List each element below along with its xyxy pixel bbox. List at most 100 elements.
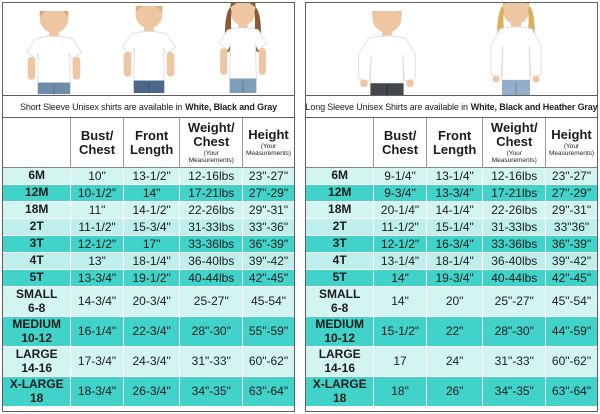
bust-chest-cell: 12-1/2" xyxy=(374,236,427,253)
weight-chest-cell: 17-21lbs xyxy=(180,185,244,202)
height-cell: 45-54" xyxy=(243,287,294,317)
photo-child-short-sleeve-icon xyxy=(121,6,176,94)
size-row-4t: 4T 13-1/4" 18-1/4" 36-40lbs 39"-42" xyxy=(306,253,597,270)
size-row-4t: 4T 13" 18-1/4" 36-40lbs 39"-42" xyxy=(3,253,294,270)
weight-chest-cell: 12-16lbs xyxy=(483,168,547,185)
bust-chest-cell: 14-3/4" xyxy=(71,287,124,317)
photo-toddler-short-sleeve-icon xyxy=(25,11,83,95)
front-length-cell: 16-3/4" xyxy=(426,236,484,253)
size-cell: X-LARGE 18 xyxy=(3,377,72,407)
size-row-2t: 2T 11-1/2" 15-3/4" 31-33lbs 33"-36" xyxy=(3,219,294,236)
height-cell: 42"-45" xyxy=(243,270,294,287)
front-length-cell: 15-1/4" xyxy=(426,219,484,236)
size-cell: 18M xyxy=(306,202,375,219)
front-length-cell: 26-3/4" xyxy=(123,377,181,407)
caption-text: Long Sleeve Unisex Shirts are available … xyxy=(306,101,468,112)
height-cell: 23"-27" xyxy=(546,168,597,185)
column-header-front-length: Front Length xyxy=(123,118,181,168)
column-header-height: Height (Your Measurements) xyxy=(243,118,294,168)
size-row-18m: 18M 20-1/4" 14-1/4" 22-26lbs 29"-31" xyxy=(306,202,597,219)
height-cell: 63"-64" xyxy=(546,377,597,407)
weight-chest-cell: 25"-27" xyxy=(483,287,547,317)
front-length-cell: 18-1/4" xyxy=(426,253,484,270)
bust-chest-cell: 18" xyxy=(374,377,427,407)
bust-chest-cell: 13-1/4" xyxy=(374,253,427,270)
long-sleeve-availability-caption: Long Sleeve Unisex Shirts are available … xyxy=(306,96,597,118)
size-cell: SMALL 6-8 xyxy=(306,287,375,317)
size-cell: SMALL 6-8 xyxy=(3,287,72,317)
size-row-12m: 12M 9-3/4" 13-3/4" 17-21lbs 27"-29" xyxy=(306,185,597,202)
height-cell: 23"-27" xyxy=(243,168,294,185)
front-length-cell: 22" xyxy=(426,317,484,347)
photo-toddler-long-sleeve-icon xyxy=(358,11,416,95)
bust-chest-cell: 9-3/4" xyxy=(374,185,427,202)
column-header-size xyxy=(306,118,375,168)
bust-chest-cell: 13-3/4" xyxy=(71,270,124,287)
size-row-6m: 6M 10" 13-1/2" 12-16lbs 23"-27" xyxy=(3,168,294,185)
bust-chest-cell: 18-3/4" xyxy=(71,377,124,407)
front-length-cell: 20-3/4" xyxy=(123,287,181,317)
height-cell: 29"-31" xyxy=(546,202,597,219)
height-cell: 33"-36" xyxy=(243,219,294,236)
column-header-weight-chest: Weight/Chest (Your Measurements) xyxy=(180,118,244,168)
size-cell: 2T xyxy=(3,219,72,236)
column-header-bust-chest: Bust/Chest xyxy=(71,118,124,168)
front-length-cell: 14-1/2" xyxy=(123,202,181,219)
front-length-cell: 19-3/4" xyxy=(426,270,484,287)
size-row-2t: 2T 11-1/2" 15-1/4" 31-33lbs 33"36" xyxy=(306,219,597,236)
front-length-cell: 24" xyxy=(426,347,484,377)
size-row-small: SMALL 6-8 14-3/4" 20-3/4" 25-27" 45-54" xyxy=(3,287,294,317)
bust-chest-cell: 15-1/2" xyxy=(374,317,427,347)
size-cell: LARGE 14-16 xyxy=(3,347,72,377)
header-row: Bust/Chest Front Length Weight/Chest (Your Me… xyxy=(3,118,294,168)
height-cell: 27"-29" xyxy=(243,185,294,202)
bust-chest-cell: 12-1/2" xyxy=(71,236,124,253)
front-length-cell: 14" xyxy=(123,185,181,202)
front-length-cell: 24-3/4" xyxy=(123,347,181,377)
size-cell: 12M xyxy=(3,185,72,202)
bust-chest-cell: 11" xyxy=(71,202,124,219)
weight-chest-cell: 31"-33" xyxy=(483,347,547,377)
height-cell: 55"-59" xyxy=(243,317,294,347)
height-cell: 39"-42" xyxy=(546,253,597,270)
column-header-weight-chest: Weight/Chest (Your Measurements) xyxy=(483,118,547,168)
front-length-cell: 14-1/4" xyxy=(426,202,484,219)
height-cell: 33"36" xyxy=(546,219,597,236)
size-cell: 6M xyxy=(3,168,72,185)
weight-chest-cell: 31"-33" xyxy=(180,347,244,377)
weight-chest-cell: 40-44lbs xyxy=(180,270,244,287)
size-row-medium: MEDIUM 10-12 15-1/2" 22" 28"-30" 44"-59" xyxy=(306,317,597,347)
column-header-height: Height (Your Measurements) xyxy=(546,118,597,168)
size-row-3t: 3T 12-1/2" 16-3/4" 33-36lbs 36"-39" xyxy=(306,236,597,253)
size-cell: 5T xyxy=(3,270,72,287)
size-cell: 3T xyxy=(3,236,72,253)
column-header-front-length: Front Length xyxy=(426,118,484,168)
weight-chest-cell: 36-40lbs xyxy=(180,253,244,270)
size-row-x-large: X-LARGE 18 18" 26" 34"-35" 63"-64" xyxy=(306,377,597,407)
front-length-cell: 18-1/4" xyxy=(123,253,181,270)
size-row-12m: 12M 10-1/2" 14" 17-21lbs 27"-29" xyxy=(3,185,294,202)
bust-chest-cell: 14" xyxy=(374,270,427,287)
size-cell: LARGE 14-16 xyxy=(306,347,375,377)
size-row-18m: 18M 11" 14-1/2" 22-26lbs 29"-31" xyxy=(3,202,294,219)
weight-chest-cell: 33-36lbs xyxy=(180,236,244,253)
size-row-small: SMALL 6-8 14" 20" 25"-27" 45"-54" xyxy=(306,287,597,317)
bust-chest-cell: 17-3/4" xyxy=(71,347,124,377)
weight-chest-cell: 25-27" xyxy=(180,287,244,317)
weight-chest-cell: 28"-30" xyxy=(180,317,244,347)
photo-girl-short-sleeve-icon xyxy=(218,3,268,93)
weight-chest-cell: 33-36lbs xyxy=(483,236,547,253)
bust-chest-cell: 14" xyxy=(374,287,427,317)
size-cell: 3T xyxy=(306,236,375,253)
front-length-cell: 20" xyxy=(426,287,484,317)
weight-chest-cell: 36-40lbs xyxy=(483,253,547,270)
front-length-cell: 13-1/4" xyxy=(426,168,484,185)
size-cell: 6M xyxy=(306,168,375,185)
weight-chest-cell: 17-21lbs xyxy=(483,185,547,202)
size-cell: 4T xyxy=(3,253,72,270)
size-cell: MEDIUM 10-12 xyxy=(306,317,375,347)
height-cell: 44"-59" xyxy=(546,317,597,347)
caption-colors: White, Black and Gray xyxy=(185,101,278,112)
bust-chest-cell: 11-1/2" xyxy=(374,219,427,236)
height-cell: 63"-64" xyxy=(243,377,294,407)
